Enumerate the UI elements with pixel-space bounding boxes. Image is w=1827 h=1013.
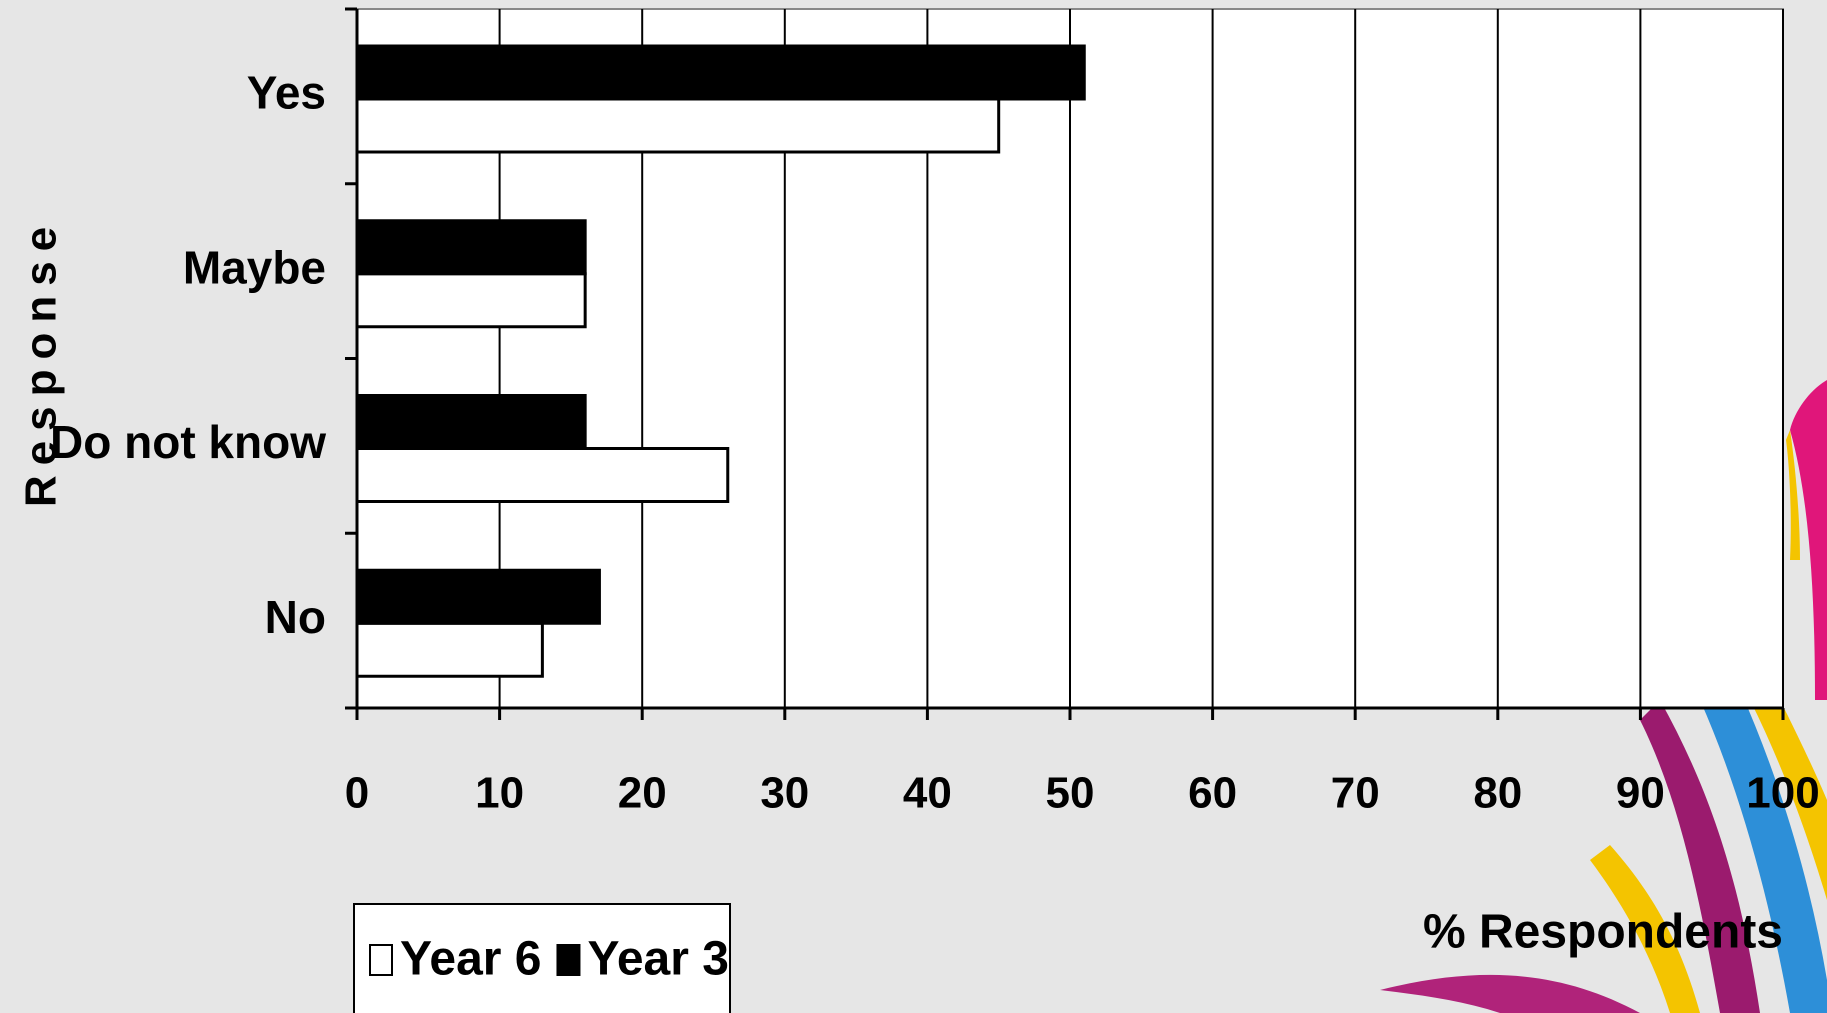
category-label: Do not know [50, 416, 326, 468]
category-label: Yes [247, 67, 326, 119]
bar [355, 568, 601, 625]
legend-swatch [369, 944, 393, 976]
category-label: Maybe [183, 241, 326, 293]
legend-label: Year 3 [587, 933, 728, 986]
legend [353, 903, 731, 1013]
bars [355, 44, 1086, 678]
x-tick-label: 80 [1473, 769, 1522, 818]
x-axis-title: % Respondents [1423, 906, 1783, 959]
x-tick-label: 90 [1616, 769, 1665, 818]
legend-label: Year 6 [400, 933, 541, 986]
legend-items: Year 6 Year 3 [369, 933, 729, 986]
bar [355, 44, 1086, 101]
x-tick-label: 40 [903, 769, 952, 818]
bar [355, 447, 730, 503]
bar [355, 394, 587, 450]
x-tick-label: 50 [1046, 769, 1095, 818]
bar [355, 97, 1001, 154]
x-tick-label: 30 [760, 769, 809, 818]
legend-swatch [556, 944, 581, 976]
category-label: No [265, 591, 326, 643]
bar [355, 219, 587, 276]
x-tick-label: 20 [618, 769, 667, 818]
x-tick-label: 70 [1331, 769, 1380, 818]
x-tick-label: 100 [1746, 769, 1819, 818]
decoration [1380, 380, 1827, 1013]
x-tick-label: 0 [345, 769, 369, 818]
bar [355, 621, 544, 678]
y-axis-title: Response [17, 217, 66, 507]
x-tick-label: 10 [475, 769, 524, 818]
x-tick-label: 60 [1188, 769, 1237, 818]
bar [355, 272, 587, 329]
